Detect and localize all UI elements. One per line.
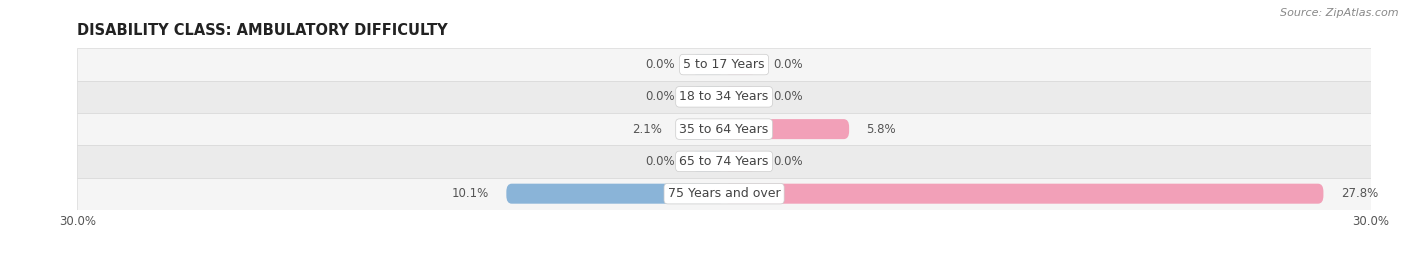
Bar (77, 178, 1371, 210)
Bar (77, 81, 1371, 113)
Text: 75 Years and over: 75 Years and over (668, 187, 780, 200)
Text: Source: ZipAtlas.com: Source: ZipAtlas.com (1281, 8, 1399, 18)
Text: 65 to 74 Years: 65 to 74 Years (679, 155, 769, 168)
FancyBboxPatch shape (724, 87, 756, 107)
Text: 10.1%: 10.1% (451, 187, 489, 200)
Text: 2.1%: 2.1% (631, 123, 662, 136)
FancyBboxPatch shape (692, 55, 724, 75)
Text: 0.0%: 0.0% (773, 155, 803, 168)
Bar (77, 48, 1371, 81)
Text: 0.0%: 0.0% (645, 90, 675, 103)
Text: 0.0%: 0.0% (773, 90, 803, 103)
Text: 35 to 64 Years: 35 to 64 Years (679, 123, 769, 136)
Text: 18 to 34 Years: 18 to 34 Years (679, 90, 769, 103)
FancyBboxPatch shape (724, 151, 756, 171)
FancyBboxPatch shape (506, 184, 724, 204)
FancyBboxPatch shape (724, 119, 849, 139)
Text: 27.8%: 27.8% (1341, 187, 1378, 200)
FancyBboxPatch shape (724, 55, 756, 75)
Text: 5 to 17 Years: 5 to 17 Years (683, 58, 765, 71)
Bar (77, 113, 1371, 145)
Text: 0.0%: 0.0% (773, 58, 803, 71)
FancyBboxPatch shape (679, 119, 724, 139)
Text: DISABILITY CLASS: AMBULATORY DIFFICULTY: DISABILITY CLASS: AMBULATORY DIFFICULTY (77, 23, 449, 38)
Text: 5.8%: 5.8% (866, 123, 896, 136)
FancyBboxPatch shape (692, 87, 724, 107)
FancyBboxPatch shape (692, 151, 724, 171)
Text: 0.0%: 0.0% (645, 155, 675, 168)
Bar (77, 145, 1371, 178)
FancyBboxPatch shape (724, 184, 1323, 204)
Text: 0.0%: 0.0% (645, 58, 675, 71)
